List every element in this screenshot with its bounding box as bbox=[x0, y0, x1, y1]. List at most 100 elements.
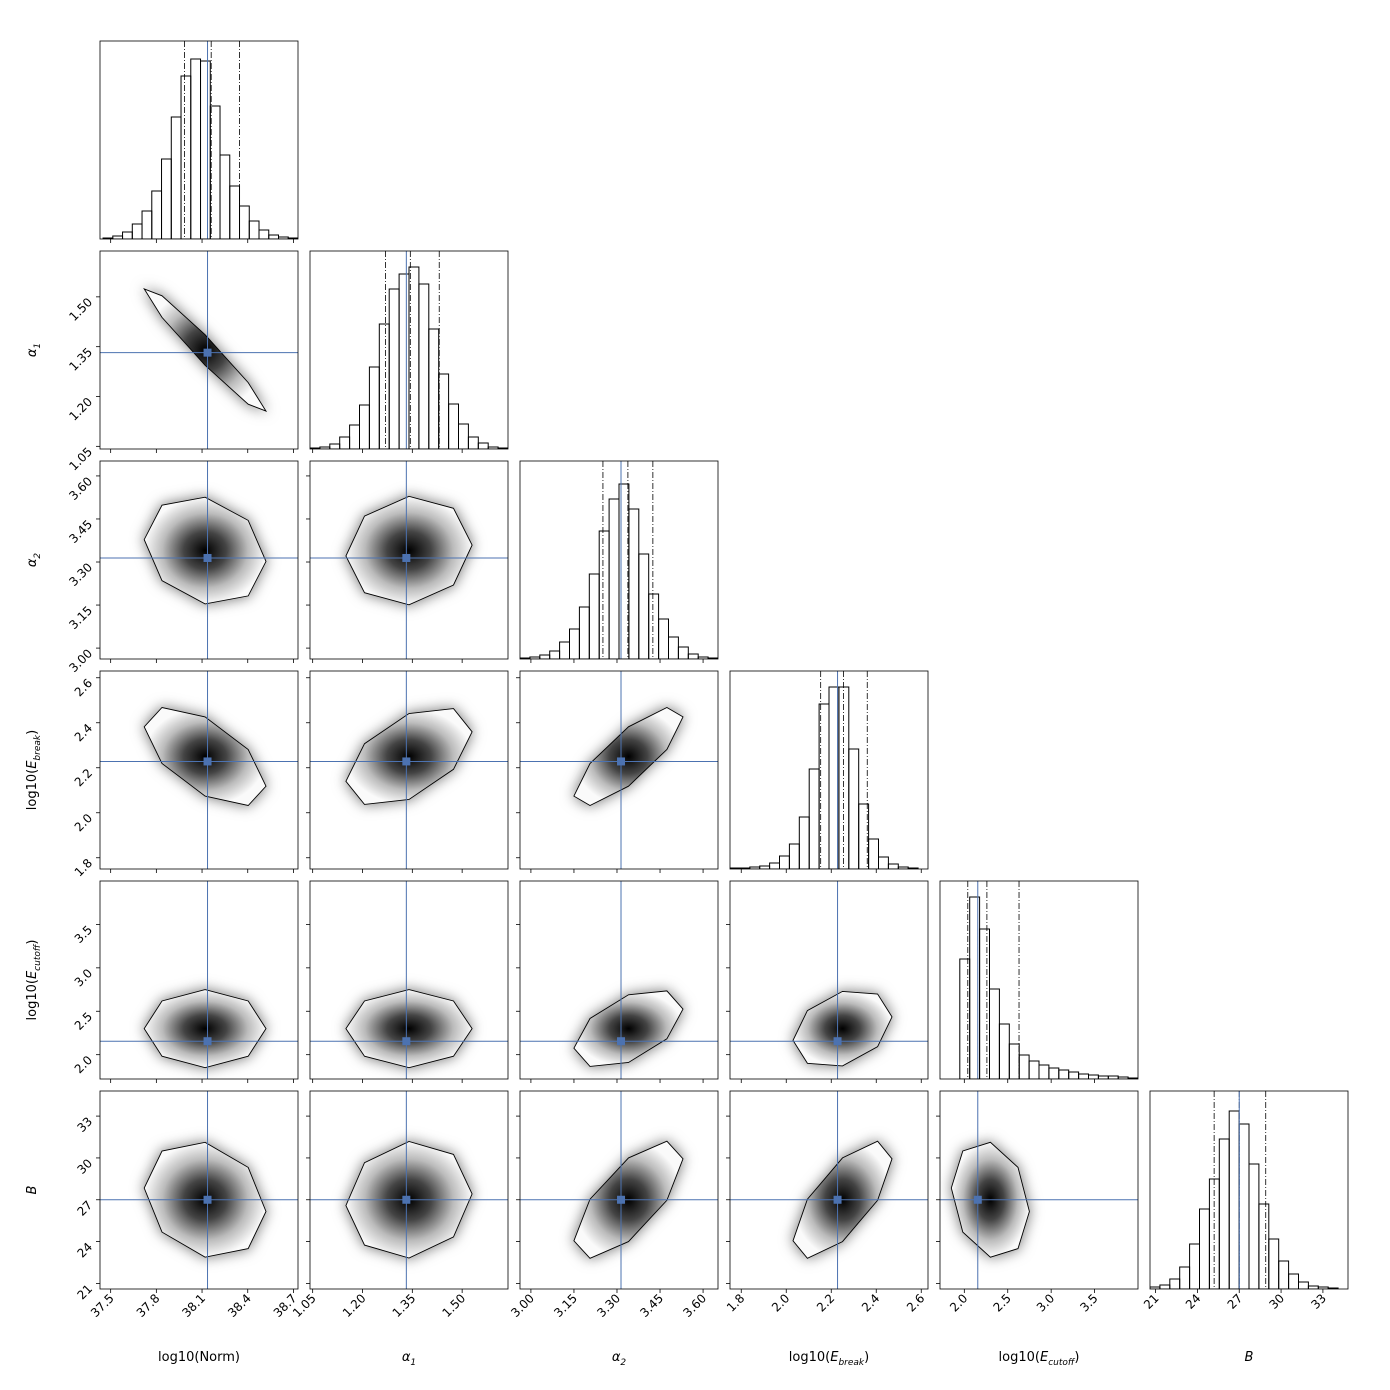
hist-bar bbox=[1097, 1075, 1109, 1079]
x-tick-label: 30 bbox=[1266, 1291, 1287, 1312]
hist-bar bbox=[1307, 1285, 1319, 1289]
truth-point bbox=[402, 553, 411, 562]
truth-point bbox=[203, 1037, 212, 1046]
hist-bar bbox=[438, 373, 450, 449]
hist-bar bbox=[1107, 1075, 1119, 1079]
x-tick-label: 38.1 bbox=[179, 1291, 208, 1320]
density-contour bbox=[573, 990, 684, 1067]
x-tick-label: 3.45 bbox=[637, 1291, 666, 1320]
hist-bar bbox=[779, 855, 790, 869]
panel bbox=[100, 461, 298, 659]
hist-bar bbox=[131, 223, 143, 239]
truth-point bbox=[203, 757, 212, 766]
hist-bar bbox=[219, 154, 231, 239]
hist-bar bbox=[161, 158, 172, 239]
y-tick-label: 2.0 bbox=[72, 1053, 95, 1076]
hist-bar bbox=[209, 105, 221, 239]
density-contour bbox=[573, 706, 684, 807]
density-contour bbox=[143, 989, 267, 1069]
y-tick-label: 1.05 bbox=[66, 445, 95, 474]
hist-bar bbox=[638, 553, 650, 659]
hist-bar bbox=[1048, 1067, 1060, 1079]
hist-bar bbox=[628, 508, 640, 659]
panel-frame bbox=[729, 880, 929, 1080]
x-tick-label: 2.2 bbox=[814, 1291, 837, 1314]
panel-frame bbox=[519, 880, 719, 1080]
panel-frame bbox=[99, 880, 299, 1080]
panel-frame bbox=[309, 670, 509, 870]
x-tick-label: 3.5 bbox=[1077, 1291, 1100, 1314]
hist-bar bbox=[359, 404, 370, 449]
y-tick-label: 1.50 bbox=[66, 295, 95, 324]
x-tick-label: 2.4 bbox=[859, 1291, 882, 1314]
panel-frame bbox=[519, 1090, 719, 1290]
panel bbox=[940, 1091, 1138, 1289]
panel-frame bbox=[519, 460, 719, 660]
axis-label: B bbox=[1245, 1350, 1254, 1365]
axis-label: log10(Ecutoff) bbox=[25, 940, 43, 1021]
y-tick-label: 3.30 bbox=[66, 560, 95, 589]
density-contour bbox=[345, 989, 473, 1069]
label-subscript: 2 bbox=[33, 553, 43, 559]
hist-bar bbox=[648, 593, 660, 659]
hist-bar bbox=[151, 190, 163, 239]
y-tick-label: 30 bbox=[74, 1156, 95, 1177]
truth-point bbox=[402, 1037, 411, 1046]
label-text: log10( bbox=[999, 1350, 1040, 1365]
hist-bar bbox=[428, 328, 440, 449]
axis-label: α1 bbox=[25, 343, 43, 357]
hist-bar bbox=[1169, 1278, 1181, 1289]
panel-frame bbox=[729, 670, 929, 870]
hist-bar bbox=[329, 443, 341, 449]
x-tick-label: 38.4 bbox=[225, 1291, 254, 1320]
hist-bar bbox=[618, 483, 630, 659]
hist-bar bbox=[1078, 1073, 1089, 1079]
panel-frame bbox=[309, 250, 509, 450]
density-contour bbox=[345, 708, 473, 805]
hist-bar bbox=[687, 653, 699, 659]
y-tick-label: 3.00 bbox=[66, 646, 95, 675]
hist-bar bbox=[1159, 1284, 1171, 1289]
panel bbox=[100, 1091, 298, 1289]
hist-bar bbox=[378, 323, 390, 449]
hist-bar bbox=[1008, 1043, 1020, 1079]
hist-bar bbox=[1238, 1123, 1250, 1289]
truth-point bbox=[617, 757, 626, 766]
panel-frame bbox=[729, 1090, 929, 1290]
hist-bar bbox=[878, 856, 889, 869]
hist-bar bbox=[569, 628, 580, 659]
x-tick-label: 24 bbox=[1183, 1291, 1204, 1312]
y-tick-label: 2.6 bbox=[72, 676, 95, 699]
hist-bar bbox=[248, 220, 260, 239]
label-subscript: 1 bbox=[33, 343, 43, 349]
y-tick-label: 21 bbox=[74, 1282, 95, 1303]
y-tick-label: 24 bbox=[74, 1240, 95, 1261]
truth-point bbox=[203, 348, 212, 357]
label-subscript: break bbox=[33, 734, 43, 760]
hist-bar bbox=[539, 654, 551, 659]
hist-bar bbox=[1018, 1054, 1030, 1079]
label-subscript: 2 bbox=[620, 1358, 626, 1368]
label-text: ) bbox=[864, 1350, 869, 1365]
truth-point bbox=[402, 757, 411, 766]
label-subscript: break bbox=[838, 1358, 864, 1368]
hist-bar bbox=[1088, 1074, 1099, 1079]
density-contour bbox=[143, 707, 267, 806]
y-tick-label: 33 bbox=[74, 1114, 95, 1135]
y-tick-label: 3.5 bbox=[72, 923, 95, 946]
hist-bar bbox=[858, 803, 870, 869]
x-tick-label: 3.0 bbox=[1034, 1291, 1057, 1314]
hist-bar bbox=[759, 865, 771, 869]
label-symbol: B bbox=[1245, 1350, 1254, 1365]
hist-bar bbox=[190, 58, 202, 239]
label-symbol: α bbox=[612, 1350, 621, 1365]
x-tick-label: 3.60 bbox=[680, 1291, 709, 1320]
y-tick-label: 1.8 bbox=[72, 856, 95, 879]
hist-bar bbox=[122, 231, 133, 239]
hist-bar bbox=[1278, 1260, 1290, 1289]
hist-bar bbox=[458, 423, 469, 449]
hist-bar bbox=[608, 498, 620, 659]
hist-bar bbox=[868, 838, 879, 869]
hist-bar bbox=[788, 843, 800, 869]
panel bbox=[310, 671, 508, 869]
